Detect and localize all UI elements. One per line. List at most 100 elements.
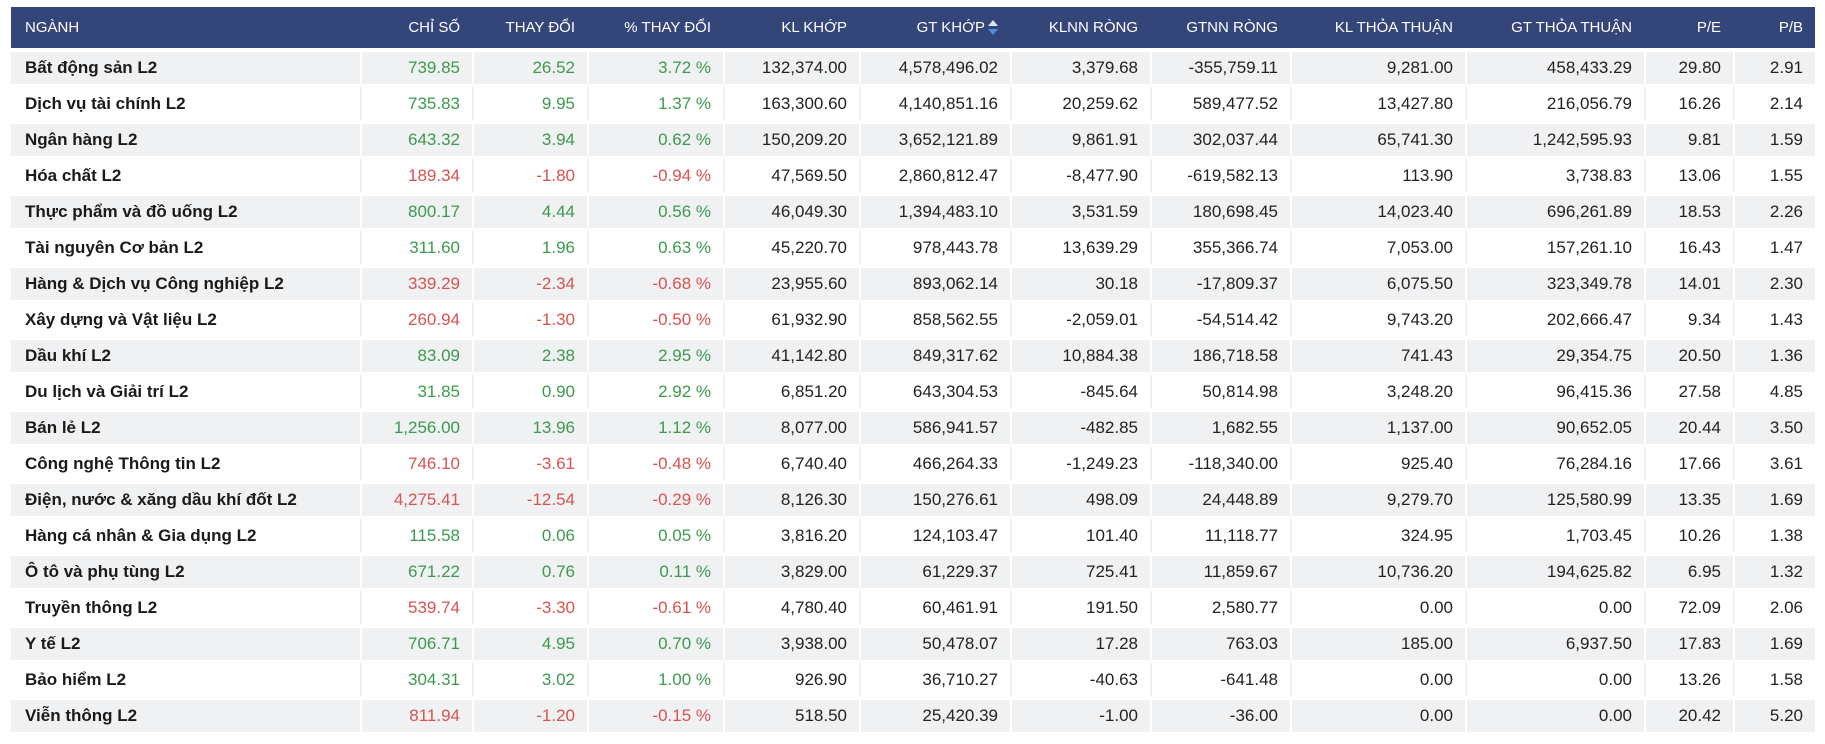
table-row[interactable]: Hóa chất L2 189.34 -1.80 -0.94 % 47,569.50 2,…	[11, 156, 1815, 192]
sector-name[interactable]: Ô tô và phụ tùng L2	[11, 552, 360, 588]
table-row[interactable]: Bán lẻ L2 1,256.00 13.96 1.12 % 8,077.00 586,…	[11, 408, 1815, 444]
column-header-nganh[interactable]: NGÀNH	[11, 7, 360, 48]
sector-name[interactable]: Xây dựng và Vật liệu L2	[11, 300, 360, 336]
cell-kl-khop: 23,955.60	[723, 264, 859, 300]
cell-gt-khop: 2,860,812.47	[859, 156, 1010, 192]
cell-chi-so: 189.34	[360, 156, 472, 192]
cell-kl-thoa-thuan: 113.90	[1290, 156, 1465, 192]
cell-gt-thoa-thuan: 216,056.79	[1465, 84, 1644, 120]
cell-chi-so: 260.94	[360, 300, 472, 336]
cell-p-e: 9.34	[1644, 300, 1733, 336]
sector-name[interactable]: Thực phẩm và đồ uống L2	[11, 192, 360, 228]
sector-name[interactable]: Hóa chất L2	[11, 156, 360, 192]
column-header-thay-doi[interactable]: THAY ĐỔI	[472, 7, 587, 48]
cell-thay-doi: -0.68 %	[587, 264, 723, 300]
table-row[interactable]: Ô tô và phụ tùng L2 671.22 0.76 0.11 % 3,829…	[11, 552, 1815, 588]
sector-name[interactable]: Tài nguyên Cơ bản L2	[11, 228, 360, 264]
cell-kl-khop: 8,126.30	[723, 480, 859, 516]
cell-gtnn-rong: 11,859.67	[1150, 552, 1290, 588]
sector-name[interactable]: Bất động sản L2	[11, 48, 360, 84]
sector-name[interactable]: Bảo hiểm L2	[11, 660, 360, 696]
cell-thay-doi: -12.54	[472, 480, 587, 516]
column-header-klnn-rong[interactable]: KLNN RÒNG	[1010, 7, 1150, 48]
sector-name[interactable]: Công nghệ Thông tin L2	[11, 444, 360, 480]
table-row[interactable]: Điện, nước & xăng dầu khí đốt L2 4,275.41…	[11, 480, 1815, 516]
column-header-p-b[interactable]: P/B	[1733, 7, 1815, 48]
table-row[interactable]: Công nghệ Thông tin L2 746.10 -3.61 -0.48 %…	[11, 444, 1815, 480]
table-row[interactable]: Y tế L2 706.71 4.95 0.70 % 3,938.00 50,478.07…	[11, 624, 1815, 660]
cell-p-e: 13.35	[1644, 480, 1733, 516]
table-row[interactable]: Xây dựng và Vật liệu L2 260.94 -1.30 -0.50 …	[11, 300, 1815, 336]
column-header-kl-thoa-thuan[interactable]: KL THỎA THUẬN	[1290, 7, 1465, 48]
sector-name[interactable]: Dầu khí L2	[11, 336, 360, 372]
table-row[interactable]: Hàng cá nhân & Gia dụng L2 115.58 0.06 0.05…	[11, 516, 1815, 552]
cell-thay-doi: -0.15 %	[587, 696, 723, 732]
cell-gtnn-rong: 355,366.74	[1150, 228, 1290, 264]
table-row[interactable]: Ngân hàng L2 643.32 3.94 0.62 % 150,209.20 3,…	[11, 120, 1815, 156]
cell-klnn-rong: 3,531.59	[1010, 192, 1150, 228]
cell-gtnn-rong: 180,698.45	[1150, 192, 1290, 228]
table-row[interactable]: Viễn thông L2 811.94 -1.20 -0.15 % 518.50 25,…	[11, 696, 1815, 732]
column-header-p-e[interactable]: P/E	[1644, 7, 1733, 48]
cell-gt-khop: 61,229.37	[859, 552, 1010, 588]
table-row[interactable]: Dầu khí L2 83.09 2.38 2.95 % 41,142.80 849,31…	[11, 336, 1815, 372]
sector-name[interactable]: Hàng cá nhân & Gia dụng L2	[11, 516, 360, 552]
cell-p-e: 20.50	[1644, 336, 1733, 372]
cell-kl-thoa-thuan: 185.00	[1290, 624, 1465, 660]
cell-gt-khop: 858,562.55	[859, 300, 1010, 336]
cell-kl-khop: 47,569.50	[723, 156, 859, 192]
cell-chi-so: 4,275.41	[360, 480, 472, 516]
column-header-gt-thoa-thuan[interactable]: GT THỎA THUẬN	[1465, 7, 1644, 48]
sort-desc-icon[interactable]	[988, 20, 998, 36]
table-row[interactable]: Dịch vụ tài chính L2 735.83 9.95 1.37 % 163,…	[11, 84, 1815, 120]
table-row[interactable]: Tài nguyên Cơ bản L2 311.60 1.96 0.63 % 45,2…	[11, 228, 1815, 264]
cell-chi-so: 539.74	[360, 588, 472, 624]
sector-name[interactable]: Du lịch và Giải trí L2	[11, 372, 360, 408]
sector-name[interactable]: Bán lẻ L2	[11, 408, 360, 444]
cell-kl-thoa-thuan: 14,023.40	[1290, 192, 1465, 228]
cell-chi-so: 311.60	[360, 228, 472, 264]
sector-name[interactable]: Hàng & Dịch vụ Công nghiệp L2	[11, 264, 360, 300]
column-header-gtnn-rong[interactable]: GTNN RÒNG	[1150, 7, 1290, 48]
cell-p-b: 2.14	[1733, 84, 1815, 120]
cell-gt-khop: 124,103.47	[859, 516, 1010, 552]
column-header-thay-doi[interactable]: % THAY ĐỔI	[587, 7, 723, 48]
cell-gt-thoa-thuan: 0.00	[1465, 660, 1644, 696]
cell-thay-doi: 26.52	[472, 48, 587, 84]
table-row[interactable]: Thực phẩm và đồ uống L2 800.17 4.44 0.56 % 4…	[11, 192, 1815, 228]
cell-kl-thoa-thuan: 9,743.20	[1290, 300, 1465, 336]
table-row[interactable]: Du lịch và Giải trí L2 31.85 0.90 2.92 % 6,8…	[11, 372, 1815, 408]
table-row[interactable]: Truyền thông L2 539.74 -3.30 -0.61 % 4,780.4…	[11, 588, 1815, 624]
column-header-gt-khop[interactable]: GT KHỚP	[859, 7, 1010, 48]
sector-name[interactable]: Dịch vụ tài chính L2	[11, 84, 360, 120]
cell-kl-khop: 4,780.40	[723, 588, 859, 624]
table-row[interactable]: Bất động sản L2 739.85 26.52 3.72 % 132,374.…	[11, 48, 1815, 84]
table-header: NGÀNH CHỈ SỐ THAY ĐỔI % THAY ĐỔI KL KHỚP GT K…	[11, 7, 1815, 48]
column-header-label: KL KHỚP	[781, 19, 847, 36]
table-row[interactable]: Bảo hiểm L2 304.31 3.02 1.00 % 926.90 36,710.…	[11, 660, 1815, 696]
sector-name[interactable]: Điện, nước & xăng dầu khí đốt L2	[11, 480, 360, 516]
cell-chi-so: 643.32	[360, 120, 472, 156]
sector-name[interactable]: Y tế L2	[11, 624, 360, 660]
cell-p-b: 3.61	[1733, 444, 1815, 480]
cell-kl-thoa-thuan: 925.40	[1290, 444, 1465, 480]
cell-gt-khop: 4,578,496.02	[859, 48, 1010, 84]
cell-thay-doi: 3.02	[472, 660, 587, 696]
cell-chi-so: 339.29	[360, 264, 472, 300]
table-row[interactable]: Hàng & Dịch vụ Công nghiệp L2 339.29 -2.34…	[11, 264, 1815, 300]
column-header-chi-so[interactable]: CHỈ SỐ	[360, 7, 472, 48]
column-header-kl-khop[interactable]: KL KHỚP	[723, 7, 859, 48]
sector-name[interactable]: Viễn thông L2	[11, 696, 360, 732]
cell-thay-doi: 2.92 %	[587, 372, 723, 408]
cell-p-b: 4.85	[1733, 372, 1815, 408]
cell-thay-doi: 2.95 %	[587, 336, 723, 372]
cell-p-b: 2.30	[1733, 264, 1815, 300]
sector-name[interactable]: Truyền thông L2	[11, 588, 360, 624]
cell-klnn-rong: 17.28	[1010, 624, 1150, 660]
sector-name[interactable]: Ngân hàng L2	[11, 120, 360, 156]
cell-gtnn-rong: 302,037.44	[1150, 120, 1290, 156]
cell-kl-thoa-thuan: 65,741.30	[1290, 120, 1465, 156]
cell-thay-doi: 0.70 %	[587, 624, 723, 660]
cell-kl-thoa-thuan: 9,279.70	[1290, 480, 1465, 516]
cell-thay-doi: -2.34	[472, 264, 587, 300]
